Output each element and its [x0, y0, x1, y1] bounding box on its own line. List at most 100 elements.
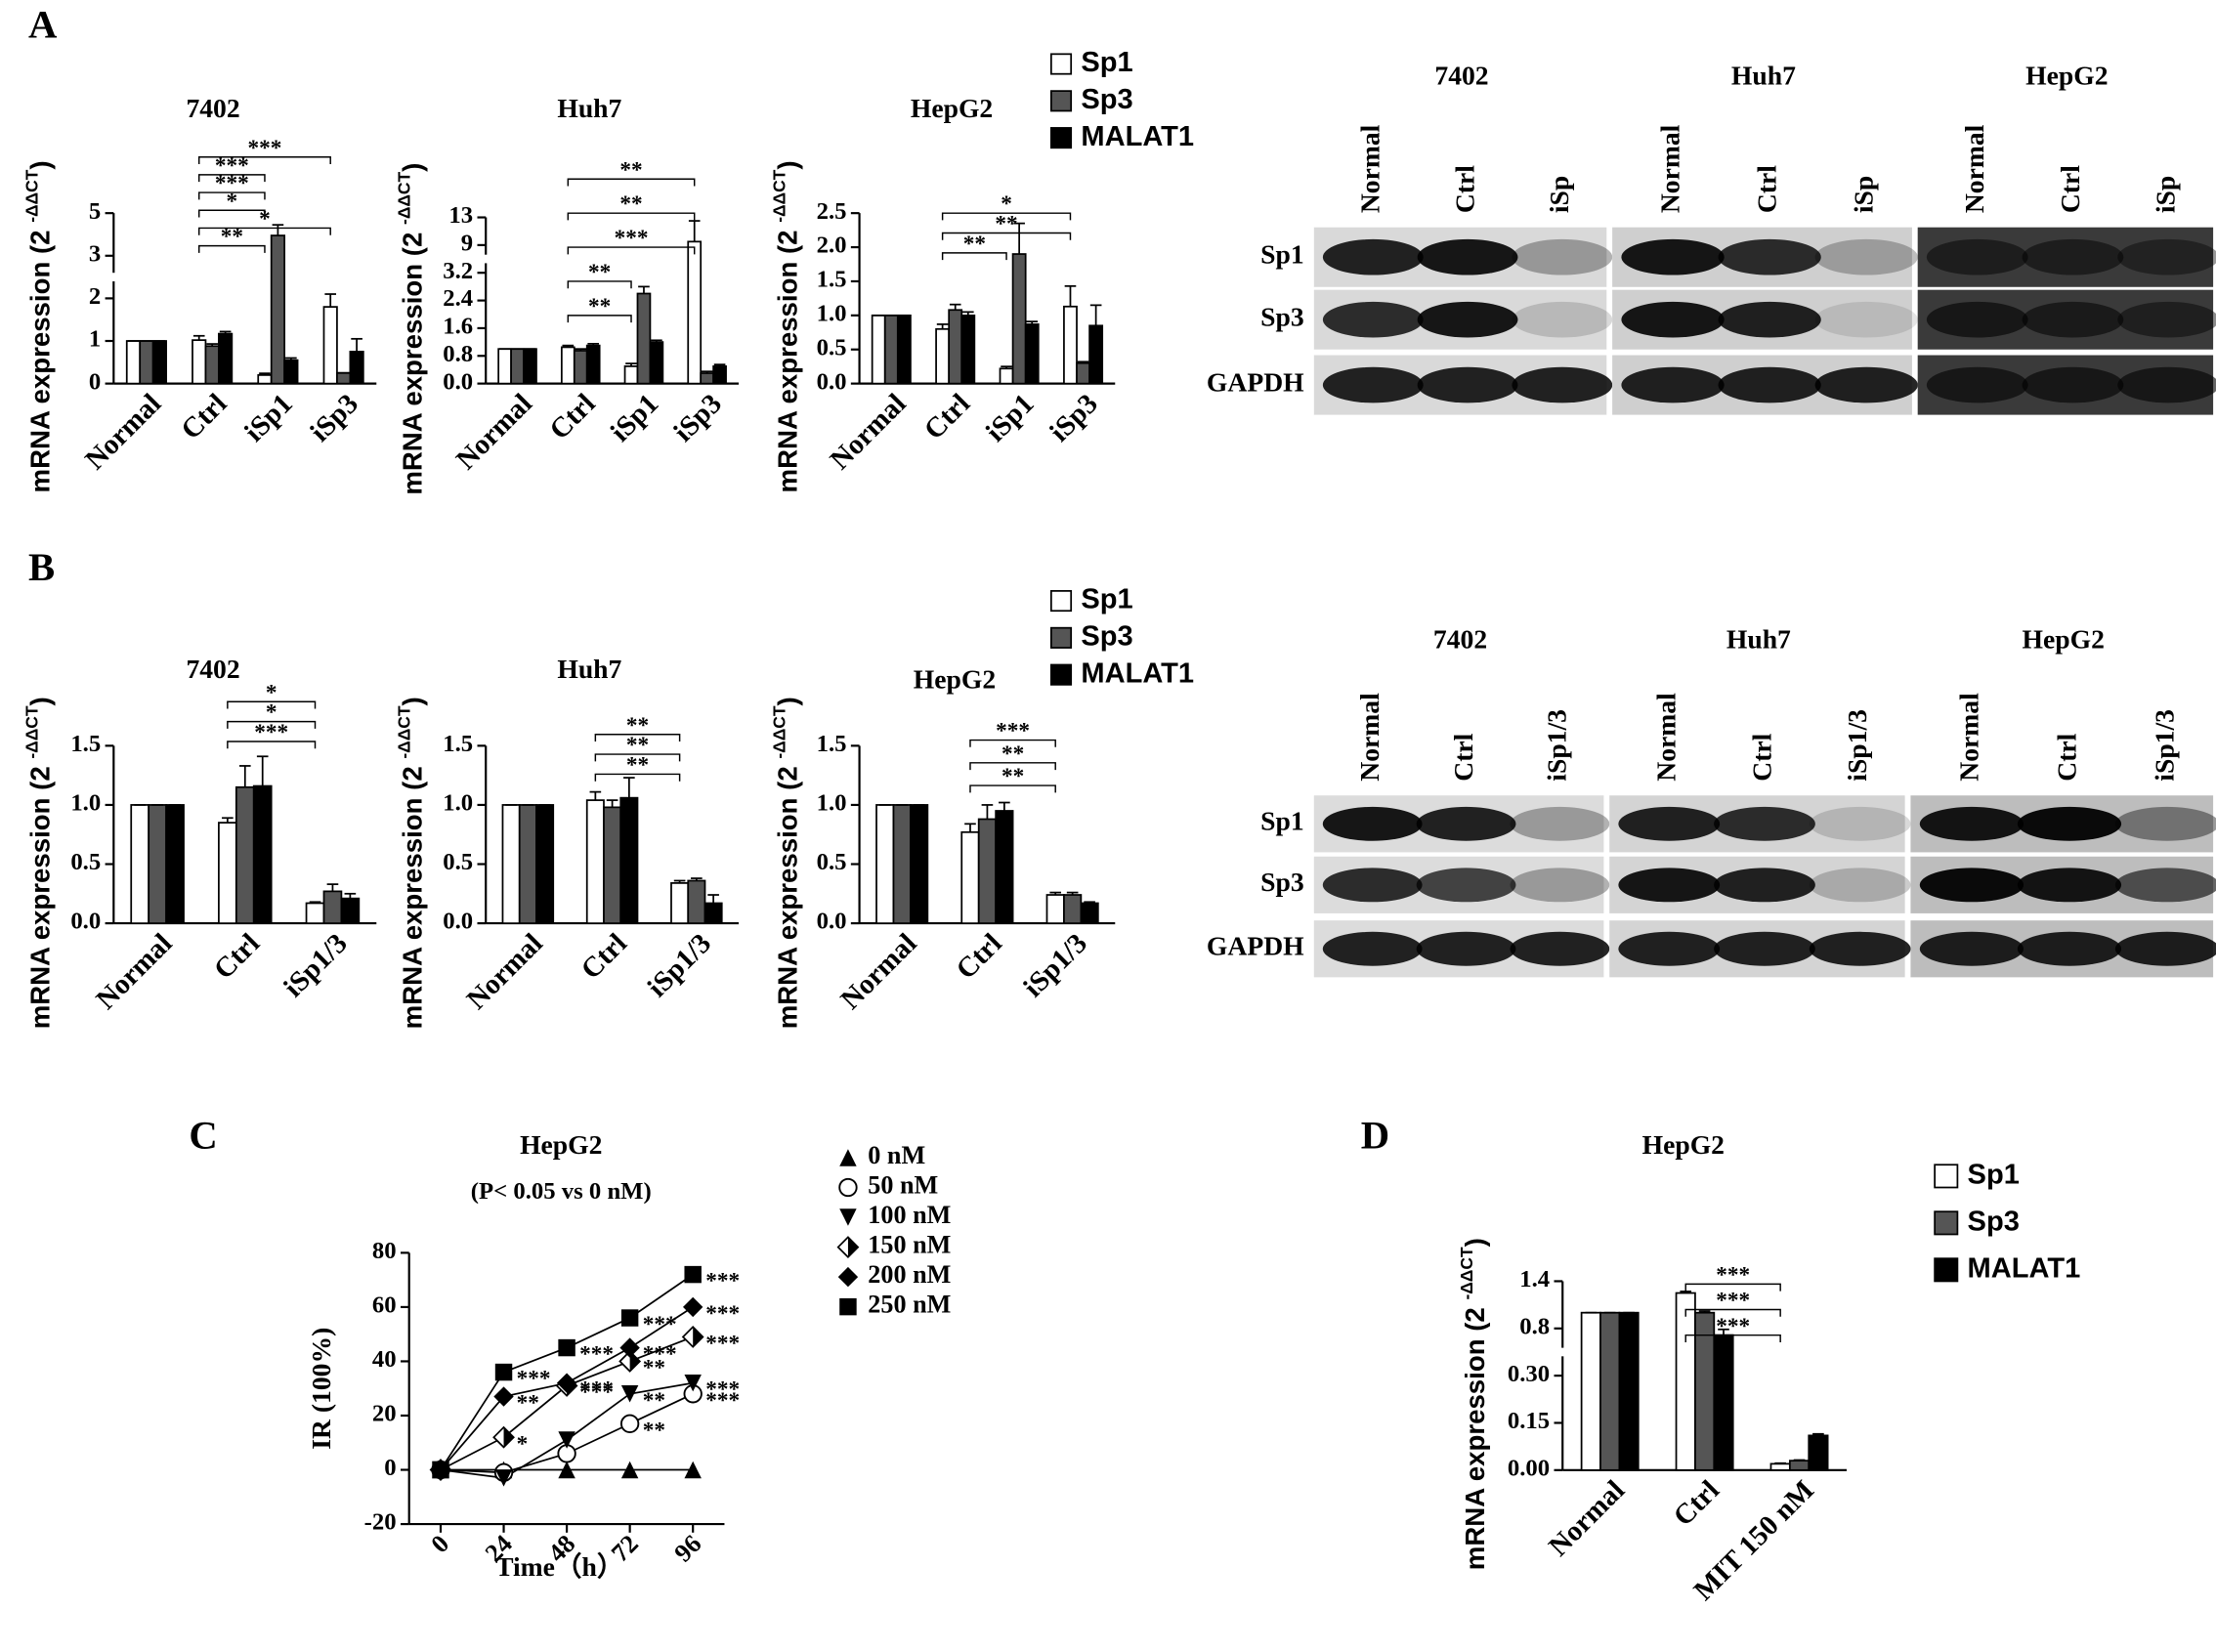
- marker: [838, 1177, 858, 1198]
- x-tick-label: Normal: [825, 388, 913, 476]
- bar: [305, 902, 325, 924]
- blot-band: [1814, 301, 1918, 338]
- significance-label: ***: [996, 719, 1030, 744]
- significance-label: ***: [1716, 1262, 1750, 1288]
- y-tick-label: 0: [384, 1455, 396, 1481]
- blot-lane-label: Normal: [1651, 693, 1682, 782]
- legend-label: Sp1: [1081, 47, 1132, 78]
- significance-bracket: [567, 246, 696, 255]
- significance-label: **: [588, 260, 611, 285]
- significance-bracket: [567, 212, 696, 221]
- blot-row-label: GAPDH: [1207, 366, 1304, 397]
- blot-band: [1718, 366, 1821, 403]
- marker-half: [847, 1237, 859, 1257]
- blot-title: Huh7: [1731, 60, 1796, 90]
- legend-label: MALAT1: [1081, 121, 1194, 152]
- blot-band: [1322, 238, 1424, 275]
- y-tick-label: 0.00: [1508, 1455, 1550, 1481]
- blot-band: [1714, 806, 1815, 841]
- significance-label: **: [626, 713, 649, 739]
- bar: [322, 306, 338, 385]
- bar: [501, 804, 521, 924]
- y-axis-label: IR (100%): [306, 1328, 336, 1450]
- significance-bracket: [197, 174, 266, 183]
- y-tick-label: 2.0: [817, 233, 847, 259]
- bar: [560, 346, 575, 385]
- blot-band: [1809, 868, 1911, 903]
- bar: [999, 367, 1014, 385]
- significance-bracket: [197, 191, 266, 200]
- blot-band: [2022, 238, 2124, 275]
- blot-lane-label: Ctrl: [1448, 733, 1478, 781]
- x-tick-label: Ctrl: [951, 928, 1008, 986]
- bar: [871, 314, 886, 385]
- bar: [896, 314, 912, 385]
- bar: [1788, 1460, 1811, 1471]
- significance-label: ***: [1716, 1314, 1750, 1339]
- blot-lane-label: iSp: [1544, 176, 1574, 213]
- y-tick-label: 1.0: [443, 790, 473, 817]
- legend-swatch: [1049, 53, 1073, 75]
- y-tick-label: 0.30: [1508, 1361, 1550, 1387]
- blot-band: [2017, 868, 2122, 903]
- y-axis-label-part: mRNA expression (2: [773, 223, 803, 493]
- blot-band: [1417, 238, 1518, 275]
- y-tick-label: 40: [372, 1346, 397, 1373]
- marker: [684, 1461, 702, 1479]
- x-tick-label: Ctrl: [175, 388, 233, 445]
- blot-lane-label: Ctrl: [1746, 733, 1776, 781]
- significance-bracket: [567, 178, 696, 187]
- blot-lane-label: Normal: [1355, 124, 1385, 213]
- blot-band: [1926, 301, 2028, 338]
- bar: [670, 882, 690, 924]
- y-tick-label: 0.0: [817, 368, 847, 395]
- marker: [620, 1309, 639, 1327]
- y-axis-label-part: ): [1460, 1238, 1490, 1247]
- significance-bracket: [1684, 1334, 1781, 1342]
- blot-band: [2117, 238, 2216, 275]
- bar: [585, 799, 605, 924]
- bar: [603, 806, 622, 924]
- significance-label: *: [1001, 191, 1012, 217]
- blot-band: [1919, 868, 2024, 903]
- legend-label: Sp1: [1081, 584, 1132, 615]
- bar: [892, 804, 912, 924]
- blot-lane-label: iSp1/3: [1842, 709, 1872, 782]
- significance-label: **: [1001, 764, 1024, 789]
- x-tick-label: Normal: [835, 928, 923, 1016]
- blot-lane-label: Ctrl: [2055, 165, 2085, 213]
- x-tick-label: Ctrl: [575, 928, 633, 986]
- legend-label: 200 nM: [868, 1260, 951, 1289]
- x-tick-label: iSp1: [238, 388, 298, 447]
- significance-bracket: [1684, 1283, 1781, 1292]
- blot-band: [2117, 366, 2216, 403]
- significance-label: **: [517, 1391, 539, 1417]
- y-tick-label: 3: [89, 240, 101, 267]
- significance-label: ***: [705, 1332, 740, 1357]
- x-tick-label: iSp1/3: [1017, 928, 1092, 1003]
- blot-band: [1714, 868, 1815, 903]
- bar: [1808, 1434, 1829, 1471]
- x-tick-label: Normal: [1543, 1474, 1631, 1562]
- blot-lane-label: Ctrl: [2051, 733, 2081, 781]
- significance-label: ***: [643, 1312, 677, 1337]
- blot-band: [1512, 238, 1613, 275]
- significance-bracket: [197, 209, 266, 218]
- bar: [649, 341, 664, 385]
- bar: [636, 292, 652, 385]
- bar: [125, 340, 142, 385]
- y-tick-label: 1.5: [817, 267, 847, 293]
- significance-label: ***: [705, 1377, 740, 1403]
- marker: [839, 1297, 857, 1316]
- bar: [523, 348, 537, 385]
- blot-row-label: GAPDH: [1207, 931, 1304, 961]
- blot-band: [1618, 931, 1721, 966]
- x-tick-label: 96: [668, 1529, 706, 1567]
- y-axis-label-part: mRNA expression (2: [1460, 1300, 1490, 1571]
- bar: [1063, 305, 1078, 385]
- legend-label: Sp3: [1081, 621, 1132, 653]
- blot-lane-label: Normal: [1953, 693, 1983, 782]
- y-axis-label: mRNA expression (2 -ΔΔCT): [394, 163, 428, 495]
- bar: [1580, 1311, 1601, 1471]
